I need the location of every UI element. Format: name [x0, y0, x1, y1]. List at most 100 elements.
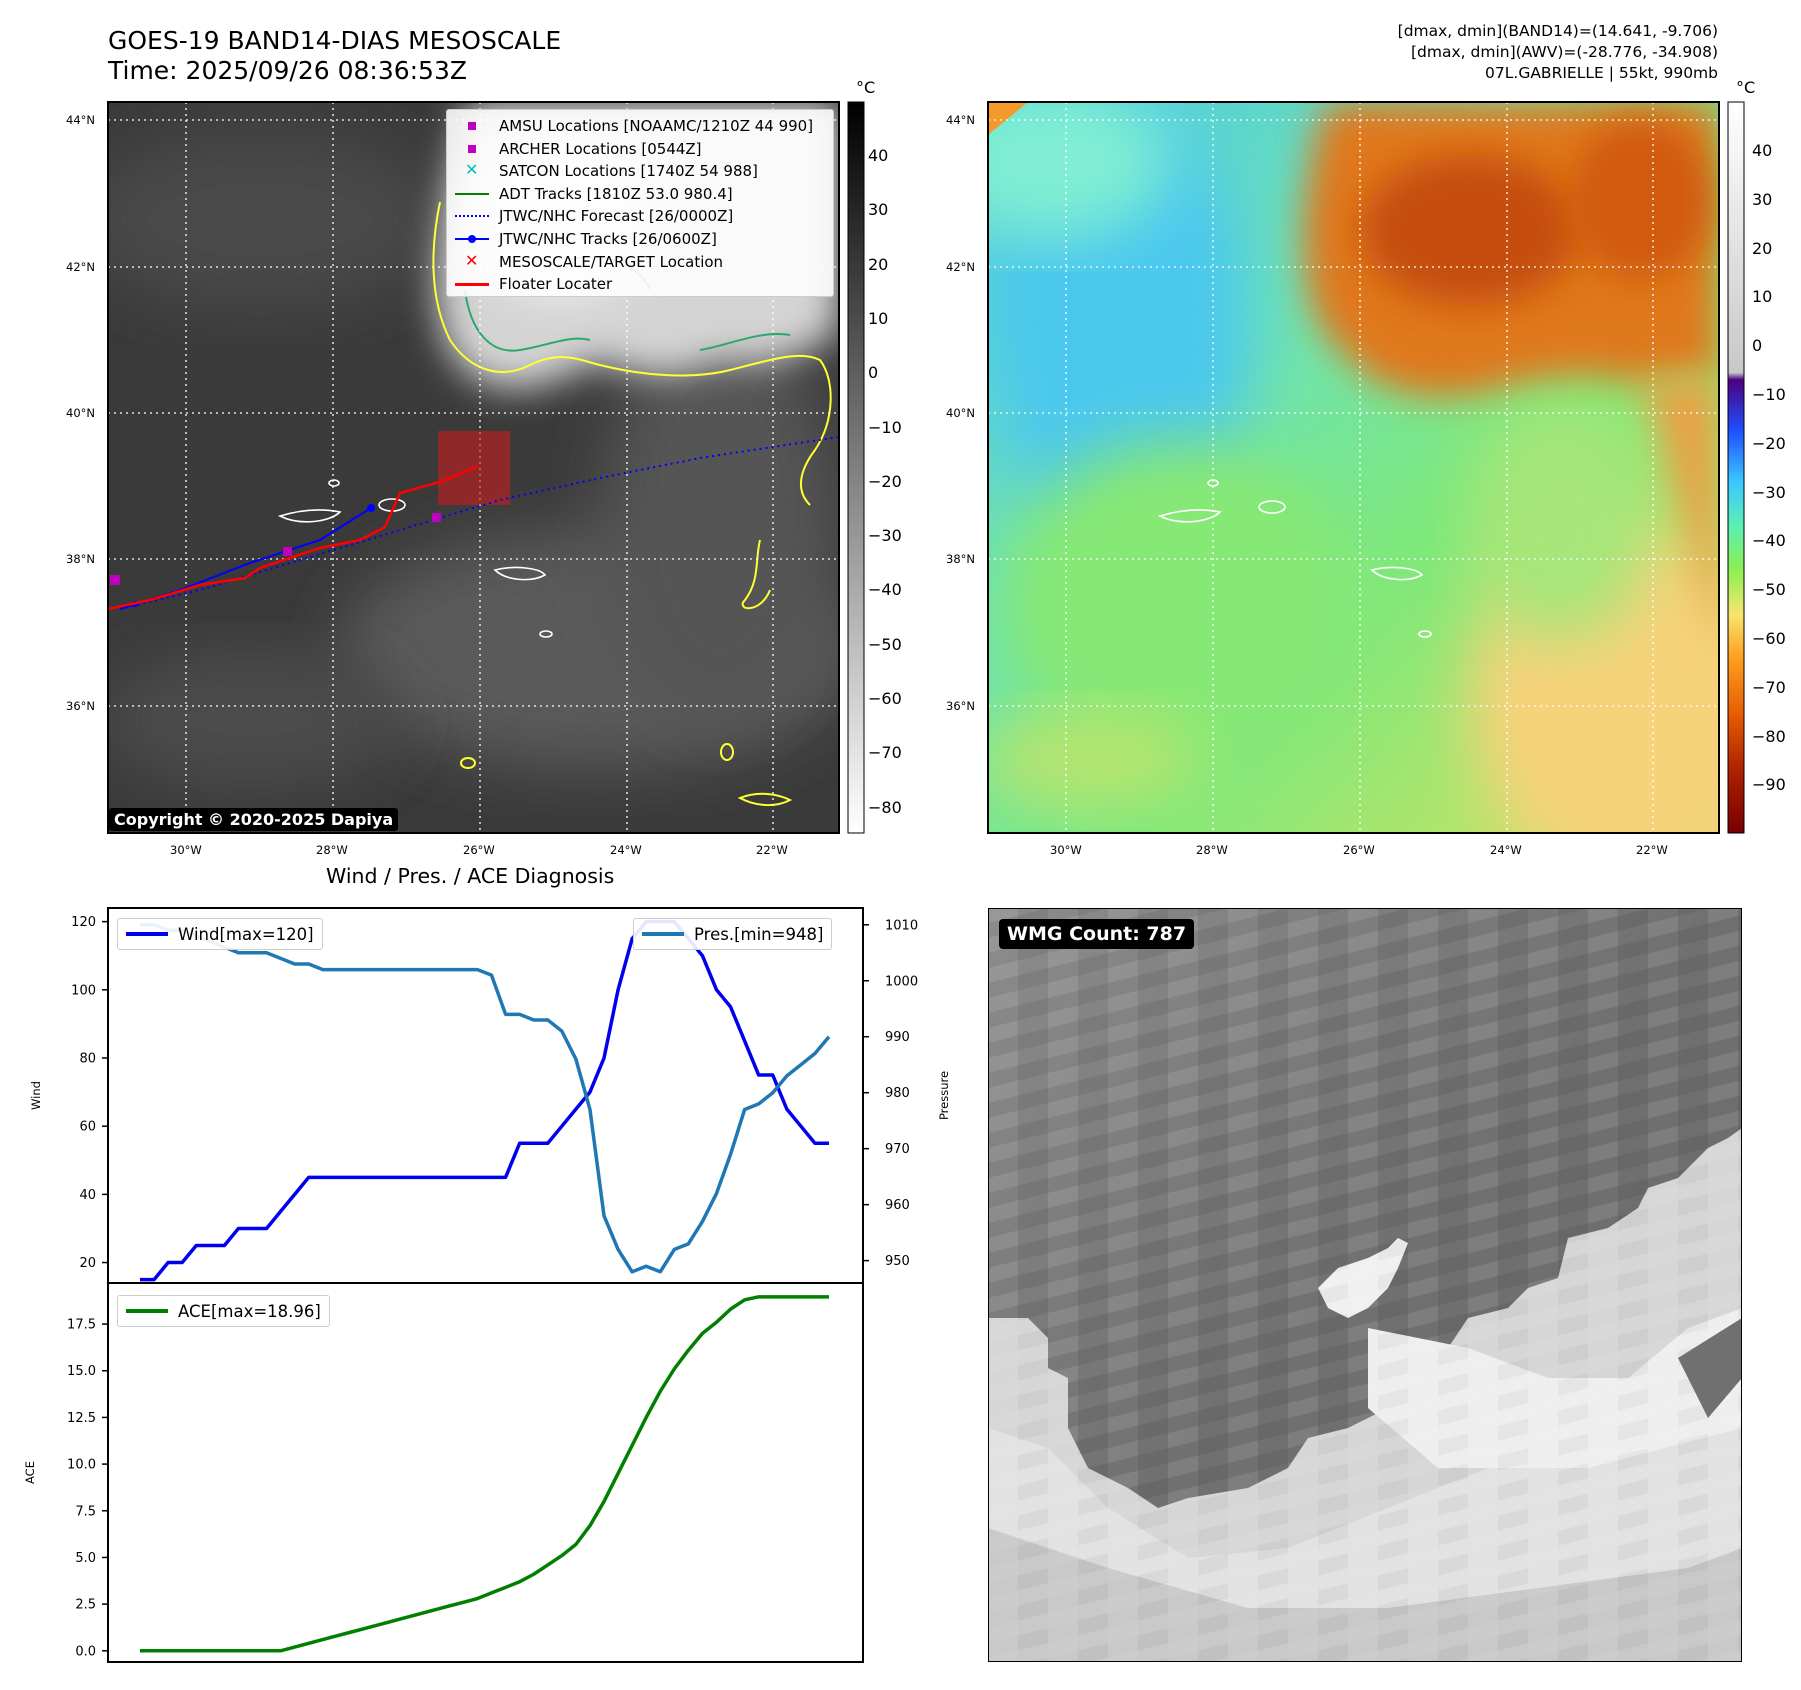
colorbar-tick-label: −80	[868, 797, 902, 817]
diagnosis-chart: 20 40 60 80 100 120 950 960 970 980 990 1000 1010 Win…	[23, 907, 951, 1663]
legend-label: Floater Locater	[499, 275, 613, 294]
pressure-tick-label: 960	[885, 1198, 910, 1213]
colorbar-tick-label: −90	[1752, 775, 1786, 795]
lon-label: 24°W	[1490, 843, 1522, 857]
ace-legend-label: ACE[max=18.96]	[178, 1301, 321, 1321]
ace-tick-label: 15.0	[67, 1364, 96, 1379]
lat-label: 36°N	[66, 699, 95, 713]
awv-imagery	[988, 102, 1719, 833]
wind-tick-label: 80	[79, 1052, 96, 1067]
legend-item: ✕ SATCON Locations [1740Z 54 988]	[453, 160, 758, 181]
colorbar-tick-label: −40	[868, 580, 902, 600]
wind-series-line	[140, 919, 829, 1282]
legend-item: ARCHER Locations [0544Z]	[453, 139, 702, 159]
colorbar-tick-label: −70	[1752, 677, 1786, 697]
colorbar-unit: °C	[1736, 78, 1756, 97]
colorbar-tick-label: 20	[1752, 238, 1773, 258]
colorbar-tick-label: 0	[868, 363, 879, 383]
lat-label: 40°N	[946, 406, 975, 420]
colorbar-unit: °C	[856, 78, 876, 97]
legend-item: ✕ MESOSCALE/TARGET Location	[453, 251, 724, 272]
lon-label: 26°W	[1343, 843, 1375, 857]
ace-tick-label: 12.5	[67, 1411, 96, 1426]
pressure-tick-label: 1000	[885, 974, 918, 989]
colorbar-tick-label: −20	[1752, 433, 1786, 453]
solid-line-icon	[453, 184, 491, 204]
archer-marker	[432, 513, 441, 522]
colorbar-tick-label: −70	[868, 743, 902, 763]
floater-track	[108, 464, 479, 611]
chart-title: GOES-19 BAND14-DIAS MESOSCALE	[108, 26, 562, 55]
ace-legend-swatch	[126, 1309, 168, 1313]
colorbar-tick-label: 30	[868, 200, 889, 220]
wmg-panel	[988, 908, 1742, 1662]
meta-band14-range: [dmax, dmin](BAND14)=(14.641, -9.706)	[1397, 22, 1718, 40]
diagnosis-title: Wind / Pres. / ACE Diagnosis	[326, 864, 615, 888]
legend-label: JTWC/NHC Forecast [26/0000Z]	[499, 207, 734, 226]
colorbar-tick-label: 10	[868, 308, 889, 328]
ace-tick-label: 5.0	[75, 1551, 96, 1566]
wind-pressure-axes	[107, 907, 864, 1284]
legend-label: AMSU Locations [NOAAMC/1210Z 44 990]	[499, 117, 814, 135]
colorbar-tick-label: −10	[1752, 385, 1786, 404]
lat-label: 38°N	[946, 552, 975, 566]
timestamp: Time: 2025/09/26 08:36:53Z	[108, 56, 467, 85]
lon-label: 28°W	[316, 843, 348, 857]
lon-label: 26°W	[463, 843, 495, 857]
meta-awv-range: [dmax, dmin](AWV)=(-28.776, -34.908)	[1411, 43, 1718, 61]
archer-marker	[283, 547, 292, 556]
legend-item: ADT Tracks [1810Z 53.0 980.4]	[453, 184, 733, 204]
colorbar-tick-label: −80	[1752, 726, 1786, 746]
legend-label: ARCHER Locations [0544Z]	[499, 139, 702, 158]
wind-tick-label: 120	[71, 915, 96, 930]
gray-colorbar	[847, 101, 865, 834]
lat-label: 36°N	[946, 699, 975, 713]
colorbar-tick-label: 40	[1752, 141, 1773, 160]
legend-item: JTWC/NHC Tracks [26/0600Z]	[453, 229, 717, 249]
colorbar-tick-label: −40	[1752, 531, 1786, 551]
colorbar-tick-label: −30	[1752, 482, 1786, 502]
legend-label: MESOSCALE/TARGET Location	[499, 252, 724, 271]
pressure-tick-label: 990	[885, 1030, 910, 1045]
line-dot-icon	[453, 229, 491, 249]
pressure-legend-label: Pres.[min=948]	[694, 924, 824, 944]
legend-item: Floater Locater	[453, 274, 612, 294]
colorbar-tick-label: 30	[1752, 189, 1773, 209]
pressure-tick-label: 950	[885, 1254, 910, 1269]
colorbar-tick-label: −20	[868, 471, 902, 491]
color-colorbar	[1727, 101, 1745, 834]
wmg-count-badge: WMG Count: 787	[999, 919, 1195, 949]
colorbar-tick-label: −30	[868, 526, 902, 546]
ace-axis-label: ACE	[23, 1461, 37, 1484]
pressure-legend: Pres.[min=948]	[633, 918, 833, 950]
lon-label: 24°W	[610, 843, 642, 857]
pressure-legend-swatch	[642, 932, 684, 936]
colorbar-tick-label: 40	[868, 146, 889, 165]
wind-legend-swatch	[126, 932, 168, 936]
wind-axis-label: Wind	[29, 1081, 43, 1110]
colorbar-tick-label: −50	[868, 634, 902, 654]
legend-label: ADT Tracks [1810Z 53.0 980.4]	[499, 184, 733, 203]
legend-label: SATCON Locations [1740Z 54 988]	[499, 162, 758, 181]
ace-tick-label: 7.5	[75, 1504, 96, 1519]
ace-series-line	[140, 1295, 829, 1653]
square-marker-icon	[453, 139, 491, 159]
dotted-line-icon	[453, 206, 491, 226]
meta-storm-info: 07L.GABRIELLE | 55kt, 990mb	[1485, 64, 1718, 82]
wind-tick-label: 60	[79, 1120, 96, 1135]
amsu-marker	[110, 575, 120, 585]
ace-tick-label: 17.5	[67, 1318, 96, 1333]
forecast-track	[119, 436, 839, 610]
colorbar-tick-label: −50	[1752, 580, 1786, 600]
legend-item: AMSU Locations [NOAAMC/1210Z 44 990]	[453, 116, 813, 136]
wind-tick-label: 100	[71, 983, 96, 998]
lon-label: 22°W	[1636, 843, 1668, 857]
solid-line-icon	[453, 274, 491, 294]
ace-tick-label: 2.5	[75, 1598, 96, 1613]
lon-label: 30°W	[1050, 843, 1082, 857]
awv-gridlines	[988, 102, 1719, 833]
lon-label: 22°W	[756, 843, 788, 857]
ace-tick-label: 0.0	[75, 1644, 96, 1659]
pressure-tick-label: 970	[885, 1142, 910, 1157]
wind-legend-label: Wind[max=120]	[178, 924, 314, 944]
